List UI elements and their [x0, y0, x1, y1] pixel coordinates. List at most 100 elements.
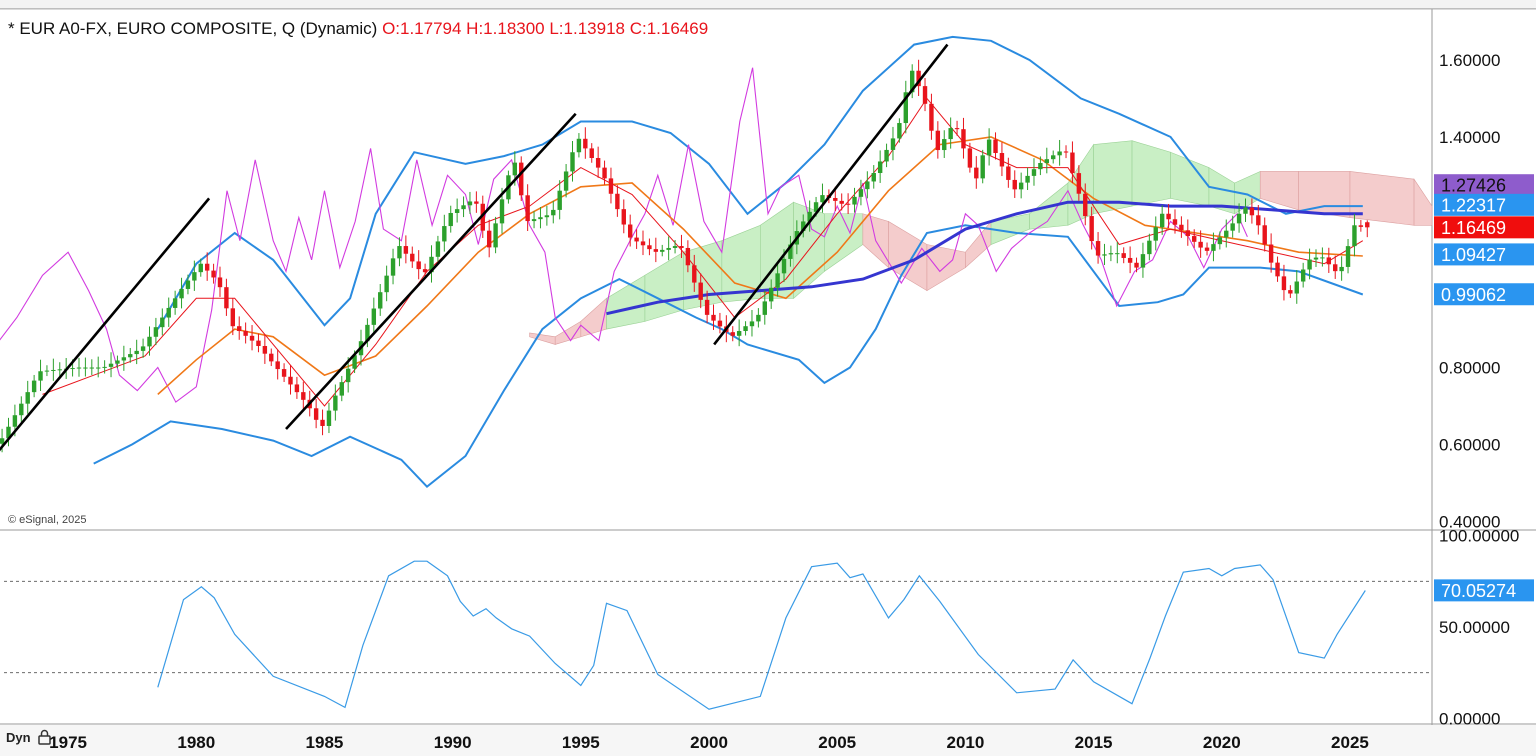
candle-body — [1326, 257, 1332, 265]
candle-body — [121, 357, 127, 361]
candle — [627, 214, 633, 247]
candle-body — [345, 368, 351, 383]
candle-body — [871, 173, 876, 182]
candle-body — [352, 355, 357, 369]
candle-body — [1294, 281, 1299, 294]
candle — [166, 297, 171, 327]
time-axis: 1975 1980 1985 1990 1995 2000 2005 2010 2015 2020… — [49, 733, 1369, 752]
candle-body — [986, 139, 992, 156]
candle — [269, 348, 274, 367]
candle-body — [1166, 213, 1171, 220]
candle-body — [1204, 247, 1210, 251]
candle-body — [1089, 216, 1094, 242]
candle-body — [211, 270, 216, 278]
candle — [204, 252, 210, 281]
candle — [660, 244, 665, 257]
candle-body — [378, 292, 383, 309]
cloud-segment-24 — [1349, 171, 1415, 226]
candle-body — [89, 367, 95, 369]
candle — [1115, 241, 1120, 264]
price-tick-label: 0.60000 — [1439, 435, 1500, 454]
candle-body — [6, 426, 11, 439]
price-tick-label: 0.40000 — [1439, 512, 1500, 531]
lock-icon[interactable] — [37, 729, 52, 745]
candle — [647, 238, 652, 256]
candle — [551, 200, 556, 224]
candle — [313, 398, 319, 429]
copyright-label: © eSignal, 2025 — [8, 514, 87, 526]
candle — [1243, 198, 1248, 222]
price-tag: 1.16469 — [1434, 216, 1534, 239]
candle — [801, 214, 806, 238]
dynamic-mode-label[interactable]: Dyn — [6, 729, 52, 745]
candle — [1352, 213, 1357, 257]
candle — [128, 347, 133, 363]
candle — [986, 128, 992, 166]
candle — [1185, 219, 1191, 246]
candle — [288, 365, 293, 395]
candle — [679, 234, 684, 259]
candle — [83, 357, 88, 377]
candle — [294, 376, 300, 399]
candle — [1307, 248, 1312, 280]
year-tick-label: 2010 — [946, 733, 984, 752]
candle-body — [435, 241, 441, 257]
candle — [51, 358, 56, 381]
candle-body — [910, 70, 915, 93]
candle-body — [749, 321, 755, 327]
candle-body — [1108, 253, 1114, 255]
price-tag-label: 1.27426 — [1441, 176, 1506, 196]
candle-body — [1127, 257, 1133, 263]
oscillator-tick-label: 0.00000 — [1439, 709, 1500, 728]
candle — [922, 78, 928, 112]
candle-body — [762, 301, 767, 315]
candle-body — [51, 369, 56, 371]
candle — [538, 207, 543, 229]
price-tick-label: 1.40000 — [1439, 128, 1500, 147]
candle-body — [1243, 207, 1248, 214]
candle-body — [313, 408, 319, 420]
candle-body — [467, 201, 473, 206]
price-tick-label: 1.60000 — [1439, 51, 1500, 70]
candle — [749, 309, 755, 337]
candle-body — [922, 86, 928, 104]
candle — [730, 326, 735, 342]
candle-body — [1352, 225, 1357, 247]
candle-body — [1083, 193, 1088, 217]
candle-body — [384, 275, 389, 293]
candle-body — [204, 263, 210, 271]
candle-body — [442, 226, 447, 242]
candle — [1134, 257, 1139, 273]
candle — [1249, 198, 1255, 224]
candle — [1345, 239, 1351, 274]
candle — [839, 193, 844, 211]
candle — [1070, 141, 1075, 184]
candle-body — [576, 138, 582, 153]
candle — [666, 236, 671, 261]
candle-body — [1192, 236, 1197, 242]
candle-body — [96, 367, 101, 369]
candle — [961, 117, 966, 159]
candle-body — [743, 326, 748, 332]
candle — [1031, 158, 1037, 186]
candle-body — [974, 167, 979, 179]
candle-body — [801, 221, 806, 232]
candle — [89, 359, 95, 375]
candle-body — [531, 219, 537, 222]
candle — [172, 290, 178, 315]
year-tick-label: 1975 — [49, 733, 87, 752]
candle-body — [166, 307, 171, 318]
candle — [185, 274, 191, 295]
candle — [852, 187, 857, 213]
candle-body — [493, 223, 498, 248]
candle-body — [1262, 225, 1267, 245]
candle — [525, 184, 530, 232]
candle — [371, 297, 377, 335]
candle — [717, 312, 723, 334]
candle-body — [717, 320, 723, 327]
bollinger-bands — [93, 35, 1364, 489]
candle-body — [25, 392, 30, 404]
candle — [147, 326, 152, 356]
candle-body — [294, 384, 300, 393]
